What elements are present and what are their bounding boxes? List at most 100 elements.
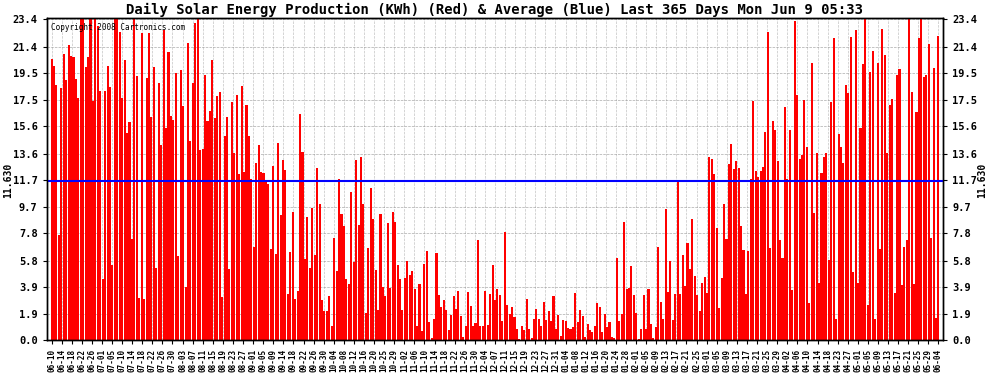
Bar bbox=[772, 121, 774, 340]
Bar bbox=[474, 323, 476, 340]
Bar bbox=[913, 284, 915, 340]
Bar bbox=[148, 33, 150, 340]
Bar bbox=[267, 184, 269, 340]
Bar bbox=[321, 300, 323, 340]
Bar bbox=[572, 327, 574, 340]
Bar bbox=[791, 290, 793, 340]
Bar bbox=[421, 332, 423, 340]
Bar bbox=[733, 169, 735, 340]
Bar bbox=[306, 217, 309, 340]
Bar bbox=[859, 128, 861, 340]
Bar bbox=[669, 261, 671, 340]
Bar bbox=[274, 254, 277, 340]
Bar bbox=[489, 294, 491, 340]
Bar bbox=[146, 78, 148, 340]
Bar bbox=[57, 236, 59, 340]
Bar bbox=[372, 219, 374, 340]
Bar bbox=[75, 79, 77, 340]
Bar bbox=[192, 83, 194, 340]
Bar bbox=[833, 38, 835, 340]
Bar bbox=[472, 326, 474, 340]
Bar bbox=[252, 247, 254, 340]
Bar bbox=[628, 288, 630, 340]
Bar bbox=[528, 329, 531, 340]
Bar bbox=[239, 174, 241, 340]
Bar bbox=[175, 73, 177, 340]
Bar bbox=[649, 324, 652, 340]
Bar bbox=[736, 160, 738, 340]
Bar bbox=[357, 225, 359, 340]
Bar bbox=[426, 252, 428, 340]
Bar bbox=[446, 310, 447, 340]
Bar bbox=[562, 320, 564, 340]
Bar bbox=[121, 98, 123, 340]
Bar bbox=[767, 32, 769, 340]
Bar bbox=[309, 268, 311, 340]
Bar bbox=[526, 299, 528, 340]
Bar bbox=[623, 222, 625, 340]
Bar bbox=[331, 326, 333, 340]
Bar bbox=[896, 75, 898, 340]
Bar bbox=[484, 291, 486, 340]
Bar bbox=[681, 255, 684, 340]
Bar bbox=[246, 105, 248, 340]
Bar bbox=[165, 128, 167, 340]
Bar bbox=[652, 338, 654, 340]
Bar bbox=[304, 260, 306, 340]
Bar bbox=[916, 112, 918, 340]
Bar bbox=[864, 20, 866, 340]
Bar bbox=[694, 276, 696, 340]
Bar bbox=[579, 310, 581, 340]
Bar bbox=[747, 251, 749, 340]
Bar bbox=[469, 306, 471, 340]
Bar bbox=[849, 36, 851, 340]
Bar bbox=[347, 284, 349, 340]
Bar bbox=[202, 148, 204, 340]
Bar bbox=[167, 52, 169, 340]
Bar bbox=[677, 182, 679, 340]
Bar bbox=[738, 168, 740, 340]
Bar bbox=[699, 311, 701, 340]
Bar bbox=[350, 192, 352, 340]
Bar bbox=[906, 240, 908, 340]
Bar bbox=[779, 240, 781, 340]
Bar bbox=[801, 155, 803, 340]
Bar bbox=[521, 327, 523, 340]
Bar bbox=[599, 307, 601, 340]
Bar bbox=[479, 326, 481, 340]
Bar bbox=[894, 292, 896, 340]
Bar bbox=[918, 38, 920, 340]
Bar bbox=[784, 107, 786, 340]
Bar bbox=[189, 141, 191, 340]
Bar bbox=[569, 328, 571, 340]
Bar bbox=[262, 173, 264, 340]
Bar bbox=[406, 261, 408, 340]
Bar bbox=[87, 57, 89, 340]
Bar bbox=[933, 68, 935, 340]
Bar bbox=[596, 303, 598, 340]
Bar bbox=[626, 289, 628, 340]
Bar bbox=[401, 309, 404, 340]
Text: Copyright 2008 Cartronics.com: Copyright 2008 Cartronics.com bbox=[51, 23, 185, 32]
Bar bbox=[250, 179, 252, 340]
Bar bbox=[224, 136, 226, 340]
Bar bbox=[60, 88, 62, 340]
Bar bbox=[674, 294, 676, 340]
Bar bbox=[921, 20, 923, 340]
Bar bbox=[409, 275, 411, 340]
Bar bbox=[641, 329, 643, 340]
Bar bbox=[77, 98, 79, 340]
Bar bbox=[236, 96, 238, 340]
Bar bbox=[207, 121, 209, 340]
Bar bbox=[270, 249, 272, 340]
Bar bbox=[152, 68, 154, 340]
Bar bbox=[533, 319, 535, 340]
Bar bbox=[459, 316, 462, 340]
Bar bbox=[786, 179, 788, 340]
Bar bbox=[394, 222, 396, 340]
Bar bbox=[721, 278, 723, 340]
Bar bbox=[316, 168, 318, 340]
Bar bbox=[389, 288, 391, 340]
Bar bbox=[419, 284, 421, 340]
Bar bbox=[633, 295, 635, 340]
